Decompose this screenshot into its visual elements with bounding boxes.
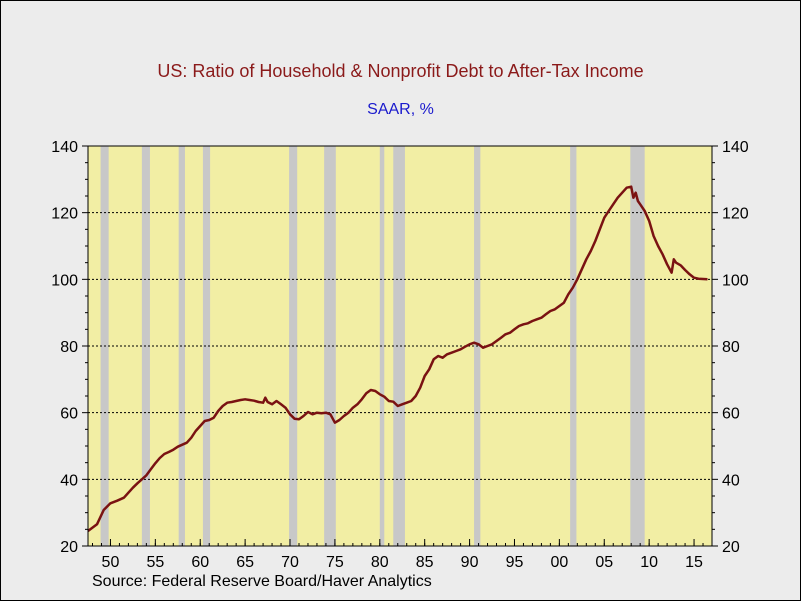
recession-band: [379, 146, 385, 546]
y-tick-label-left: 60: [60, 406, 78, 423]
source-note: Source: Federal Reserve Board/Haver Anal…: [92, 573, 432, 590]
y-tick-label-right: 100: [722, 272, 749, 289]
axes: [82, 145, 718, 547]
y-tick-label-right: 80: [722, 339, 740, 356]
series-line: [87, 185, 708, 533]
y-tick-label-right: 120: [722, 206, 749, 223]
x-tick-label: 70: [281, 554, 299, 571]
y-tick-label-left: 120: [51, 206, 78, 223]
x-tick-label: 80: [371, 554, 389, 571]
y-tick-label-right: 40: [722, 472, 740, 489]
y-tick-label-right: 140: [722, 139, 749, 156]
x-tick-label: 10: [640, 554, 658, 571]
x-tick-label: 75: [326, 554, 344, 571]
x-tick-label: 95: [506, 554, 524, 571]
x-tick-label: 00: [550, 554, 568, 571]
x-tick-label: 55: [146, 554, 164, 571]
x-tick-label: 50: [102, 554, 120, 571]
x-tick-label: 05: [595, 554, 613, 571]
recession-band: [393, 146, 405, 546]
x-tick-label: 60: [191, 554, 209, 571]
y-tick-label-right: 20: [722, 539, 740, 556]
y-tick-label-left: 100: [51, 272, 78, 289]
chart-subtitle: SAAR, %: [367, 101, 434, 118]
y-tick-label-left: 40: [60, 472, 78, 489]
x-tick-label: 15: [685, 554, 703, 571]
recession-band: [202, 146, 211, 546]
x-tick-label: 85: [416, 554, 434, 571]
y-tick-label-left: 20: [60, 539, 78, 556]
x-tick-label: 65: [236, 554, 254, 571]
series-layer: [87, 185, 708, 533]
x-tick-label: 90: [461, 554, 479, 571]
tick-labels: 20 20 40 40 60 60 80 80 100 100 120 120 140 140 50 55 60…: [51, 139, 749, 571]
chart-title: US: Ratio of Household & Nonprofit Debt …: [157, 61, 644, 81]
y-tick-label-left: 140: [51, 139, 78, 156]
y-tick-label-left: 80: [60, 339, 78, 356]
y-tick-label-right: 60: [722, 406, 740, 423]
